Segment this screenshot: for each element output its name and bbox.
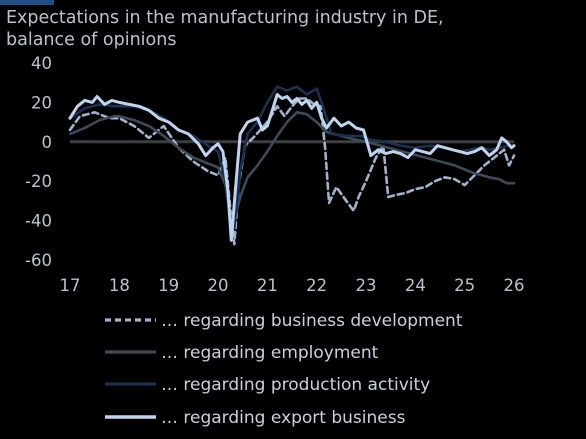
x-tick-label: 26 <box>504 276 525 295</box>
x-tick-label: 22 <box>306 276 327 295</box>
series-line-4 <box>68 93 516 242</box>
legend-item-1: … regarding business development <box>105 311 463 331</box>
legend-item-2: … regarding employment <box>105 343 379 363</box>
legend-item-3: … regarding production activity <box>105 375 430 395</box>
y-tick-label: -20 <box>25 172 52 191</box>
series-line-2 <box>68 111 516 222</box>
y-tick-label: 40 <box>31 54 52 73</box>
x-tick-label: 19 <box>158 276 179 295</box>
y-tick-label: -60 <box>25 251 52 270</box>
y-tick-label: -40 <box>25 212 52 231</box>
y-tick-label: 20 <box>31 93 52 112</box>
legend-label: … regarding business development <box>161 311 463 331</box>
legend-label: … regarding export business <box>161 408 406 428</box>
x-tick-label: 25 <box>454 276 475 295</box>
x-tick-label: 23 <box>356 276 377 295</box>
brand-accent-bar <box>0 0 54 5</box>
x-tick-label: 24 <box>405 276 426 295</box>
legend: … regarding business development … regard… <box>105 311 463 428</box>
series-layer <box>68 85 516 246</box>
chart-title: Expectations in the manufacturing indust… <box>6 7 576 51</box>
y-axis: 40 20 0 -20 -40 -60 <box>25 54 52 270</box>
series-line-3 <box>68 85 516 230</box>
x-tick-label: 18 <box>109 276 130 295</box>
x-tick-label: 21 <box>257 276 278 295</box>
chart-title-line-2: balance of opinions <box>6 30 177 50</box>
chart-title-line-1: Expectations in the manufacturing indust… <box>6 8 444 28</box>
legend-item-4: … regarding export business <box>105 408 406 428</box>
x-tick-label: 20 <box>208 276 229 295</box>
legend-label: … regarding production activity <box>161 375 430 395</box>
legend-label: … regarding employment <box>161 343 379 363</box>
y-tick-label: 0 <box>42 133 53 152</box>
x-tick-label: 17 <box>60 276 81 295</box>
x-axis: 17 18 19 20 21 22 23 24 25 26 <box>60 276 525 295</box>
